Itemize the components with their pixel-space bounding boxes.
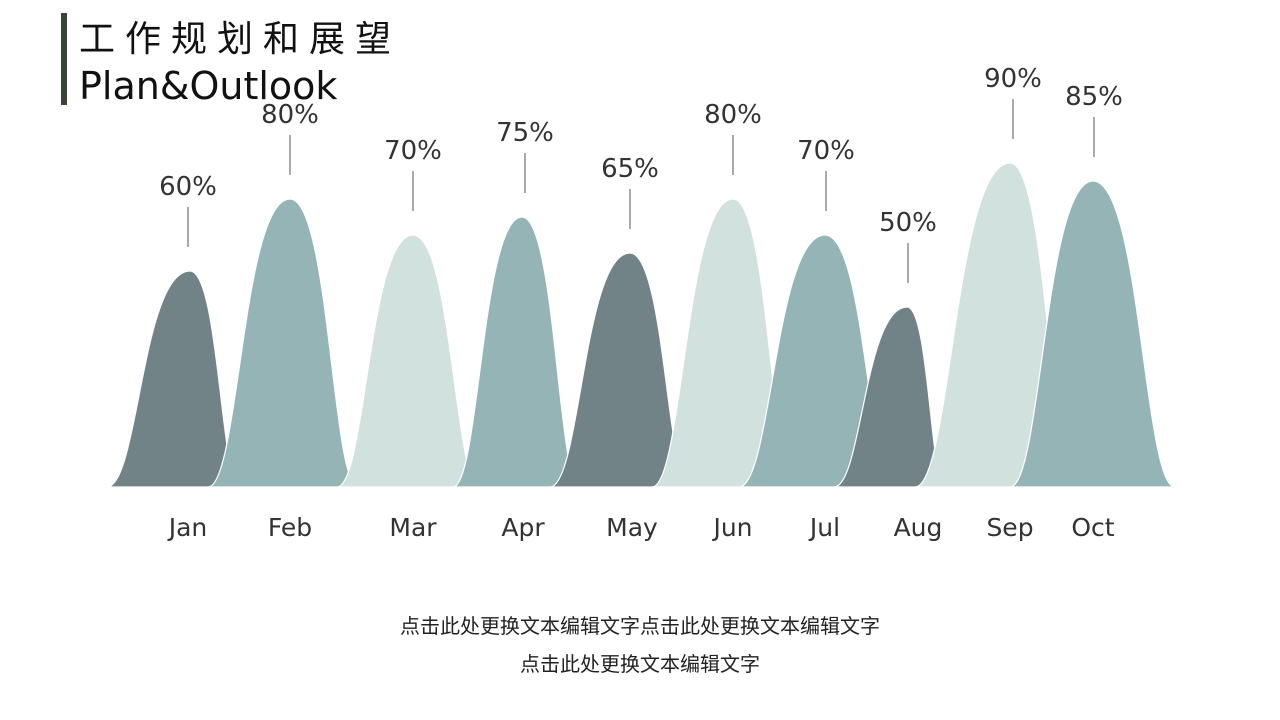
caption-line-1: 点击此处更换文本编辑文字点击此处更换文本编辑文字 <box>400 614 880 638</box>
category-label-oct: Oct <box>1071 513 1114 542</box>
value-label-feb: 80% <box>261 100 319 130</box>
mountain-oct <box>1009 180 1176 488</box>
mountain-jan <box>106 270 241 488</box>
value-label-jul: 70% <box>797 136 855 166</box>
value-label-jun: 80% <box>704 100 762 130</box>
mountain-mar <box>336 234 481 488</box>
value-label-may: 65% <box>601 154 659 184</box>
category-label-apr: Apr <box>501 513 545 542</box>
value-label-oct: 85% <box>1065 82 1123 112</box>
value-label-aug: 50% <box>879 208 937 238</box>
category-label-jul: Jul <box>808 513 840 542</box>
category-label-sep: Sep <box>986 513 1033 542</box>
category-label-may: May <box>606 513 658 542</box>
page-title-chinese: 工作规划和展望 <box>79 19 402 60</box>
page-title-english: Plan&Outlook <box>79 64 338 108</box>
category-label-jan: Jan <box>167 513 208 542</box>
value-label-apr: 75% <box>496 118 554 148</box>
value-label-jan: 60% <box>159 172 217 202</box>
caption-line-2: 点击此处更换文本编辑文字 <box>520 652 760 676</box>
value-label-sep: 90% <box>984 64 1042 94</box>
category-label-mar: Mar <box>389 513 437 542</box>
title-accent-bar <box>61 13 67 105</box>
value-label-mar: 70% <box>384 136 442 166</box>
category-label-aug: Aug <box>894 513 943 542</box>
mountain-apr <box>452 216 581 488</box>
category-label-jun: Jun <box>711 513 752 542</box>
mountain-feb <box>207 198 359 488</box>
category-label-feb: Feb <box>268 513 312 542</box>
